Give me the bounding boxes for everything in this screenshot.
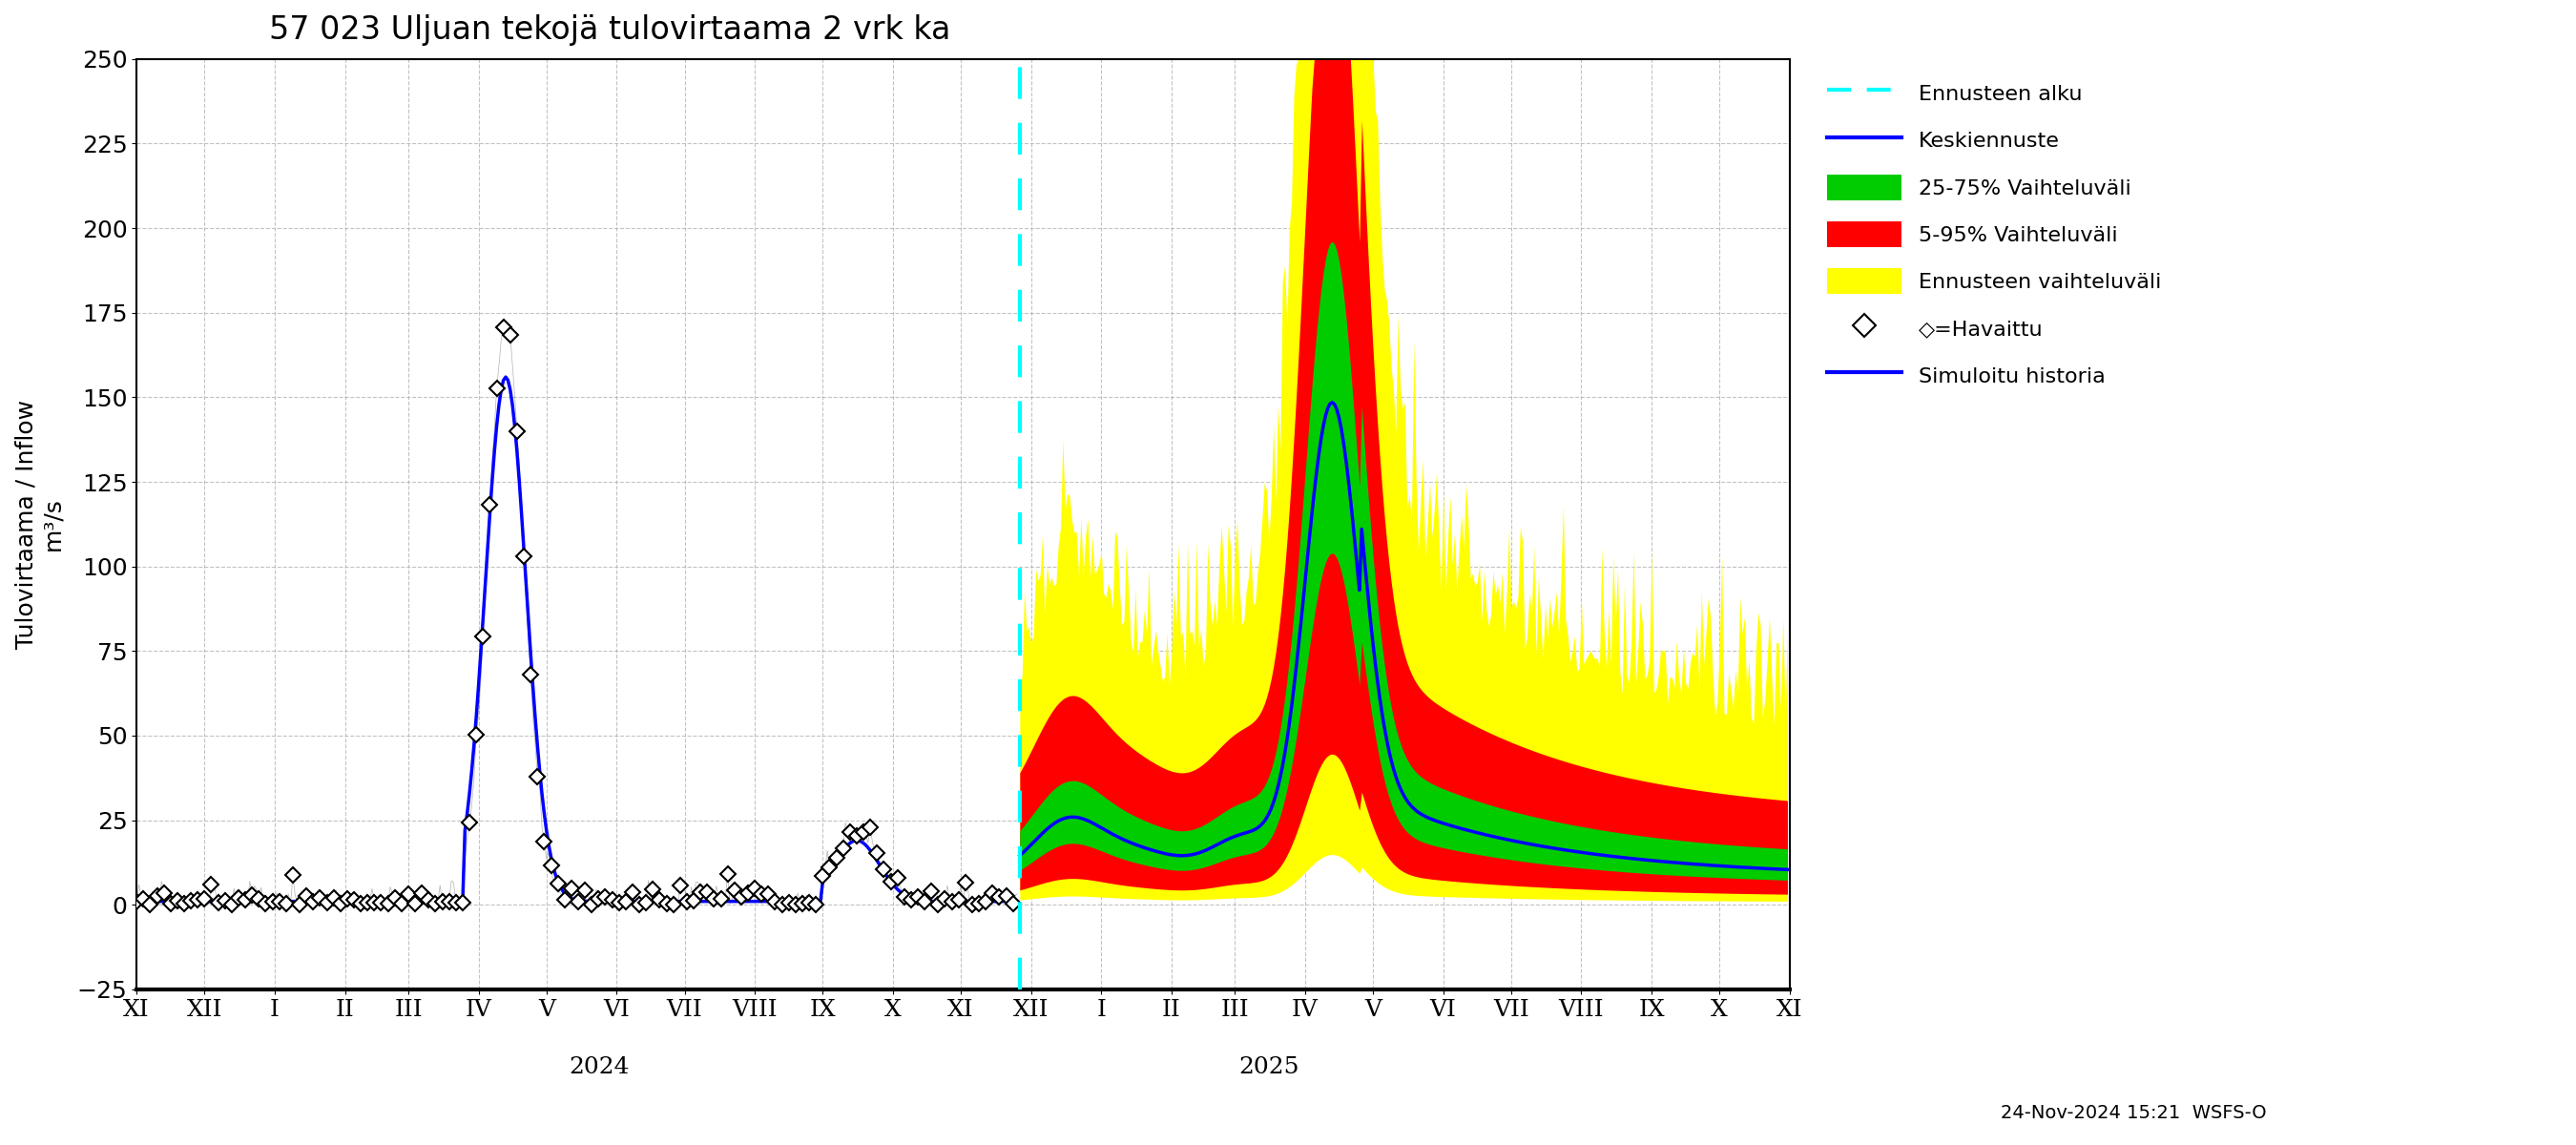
- Y-axis label: Tulovirtaama / Inflow
m³/s: Tulovirtaama / Inflow m³/s: [15, 400, 64, 649]
- Text: 57 023 Uljuan tekojä tulovirtaama 2 vrk ka: 57 023 Uljuan tekojä tulovirtaama 2 vrk …: [268, 14, 951, 46]
- Text: 24-Nov-2024 15:21  WSFS-O: 24-Nov-2024 15:21 WSFS-O: [2002, 1104, 2267, 1122]
- Text: 2024: 2024: [569, 1056, 629, 1077]
- Text: 2025: 2025: [1239, 1056, 1298, 1077]
- Legend: Ennusteen alku, Keskiennuste, 25-75% Vaihteluväli, 5-95% Vaihteluväli, Ennusteen: Ennusteen alku, Keskiennuste, 25-75% Vai…: [1816, 70, 2172, 400]
